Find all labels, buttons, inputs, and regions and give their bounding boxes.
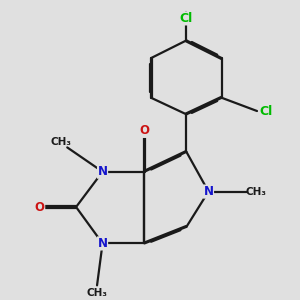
Text: CH₃: CH₃ xyxy=(50,137,71,147)
Text: N: N xyxy=(98,165,108,178)
Text: CH₃: CH₃ xyxy=(245,187,266,196)
Text: CH₃: CH₃ xyxy=(86,288,107,298)
Text: Cl: Cl xyxy=(259,104,272,118)
Text: O: O xyxy=(140,124,149,137)
Text: N: N xyxy=(203,185,214,198)
Text: N: N xyxy=(98,237,108,250)
Text: Cl: Cl xyxy=(180,12,193,25)
Text: O: O xyxy=(35,200,45,214)
